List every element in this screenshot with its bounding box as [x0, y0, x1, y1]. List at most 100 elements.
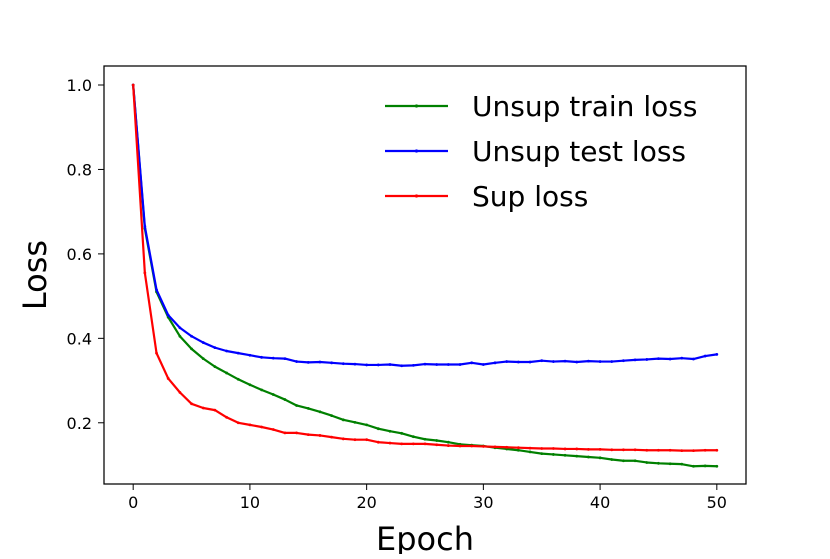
data-point — [190, 347, 193, 351]
legend-marker — [414, 194, 419, 198]
data-point — [236, 421, 240, 425]
data-point — [680, 462, 684, 466]
data-point — [610, 458, 614, 461]
data-point — [633, 358, 637, 362]
data-point — [703, 448, 707, 452]
data-point — [225, 371, 228, 375]
data-point — [213, 408, 217, 412]
data-point — [493, 445, 497, 449]
data-point — [178, 326, 182, 330]
data-point — [470, 444, 474, 448]
data-point — [283, 398, 287, 401]
data-point — [271, 428, 275, 431]
data-point — [295, 360, 298, 363]
data-point — [388, 363, 392, 366]
data-point — [610, 448, 614, 452]
data-point — [330, 361, 334, 365]
series-group — [131, 83, 719, 468]
data-point — [622, 459, 625, 463]
data-point — [411, 363, 415, 367]
data-point — [540, 452, 544, 455]
data-point — [715, 448, 719, 452]
y-axis-ticks: 0.2 0.4 0.6 0.8 1.0 — [67, 76, 104, 433]
data-point — [341, 418, 345, 422]
data-point — [271, 393, 275, 396]
data-point — [388, 429, 392, 433]
data-point — [516, 446, 520, 450]
data-point — [295, 431, 298, 435]
data-point — [692, 449, 695, 453]
data-point — [236, 351, 240, 355]
data-point — [318, 410, 322, 414]
data-point — [516, 448, 520, 452]
data-point — [645, 358, 649, 361]
data-point — [400, 442, 404, 446]
data-point — [458, 444, 462, 448]
data-point — [540, 359, 544, 363]
data-point — [657, 461, 660, 465]
data-point — [365, 438, 369, 442]
data-point — [493, 361, 497, 365]
data-point — [505, 360, 509, 363]
data-point — [306, 361, 310, 364]
data-point — [376, 440, 380, 444]
data-point — [201, 406, 205, 410]
data-point — [470, 361, 474, 365]
data-point — [633, 448, 637, 452]
y-tick-label: 1.0 — [67, 76, 92, 95]
data-point — [505, 445, 509, 449]
data-point — [248, 423, 252, 427]
data-point — [692, 357, 695, 361]
data-point — [248, 353, 252, 357]
data-point — [353, 438, 357, 442]
data-point — [703, 354, 707, 358]
data-point — [423, 442, 427, 446]
data-point — [318, 434, 322, 437]
data-point — [411, 442, 415, 446]
data-point — [330, 414, 334, 417]
data-point — [400, 431, 404, 435]
data-point — [411, 435, 415, 439]
data-point — [213, 346, 217, 350]
data-point — [423, 362, 427, 366]
data-point — [260, 355, 263, 359]
data-point — [306, 433, 310, 436]
data-point — [201, 357, 205, 360]
data-point — [528, 450, 532, 454]
data-point — [271, 356, 275, 360]
data-point — [598, 447, 602, 451]
data-point — [552, 447, 555, 450]
data-point — [365, 363, 369, 367]
y-tick-label: 0.4 — [67, 329, 92, 348]
data-point — [587, 447, 590, 451]
data-point — [295, 404, 298, 407]
data-point — [143, 225, 147, 228]
data-point — [446, 363, 450, 366]
data-point — [540, 447, 544, 450]
data-point — [598, 456, 602, 460]
data-point — [657, 448, 660, 452]
legend-label: Unsup train loss — [472, 90, 697, 123]
y-tick-label: 0.6 — [67, 245, 92, 264]
data-point — [563, 453, 567, 457]
data-point — [575, 447, 579, 451]
data-point — [225, 415, 228, 419]
data-point — [668, 448, 672, 452]
x-tick-label: 50 — [707, 493, 727, 512]
x-tick-label: 20 — [356, 493, 376, 512]
data-point — [376, 363, 380, 367]
data-point — [341, 362, 345, 366]
data-point — [598, 360, 602, 363]
data-point — [435, 363, 439, 366]
legend-marker — [414, 104, 419, 108]
data-point — [306, 407, 310, 410]
data-point — [680, 356, 684, 360]
data-point — [668, 357, 672, 361]
data-point — [435, 443, 439, 447]
data-point — [423, 437, 427, 441]
data-point — [645, 448, 649, 452]
y-axis-label: Loss — [16, 240, 54, 310]
y-tick-label: 0.8 — [67, 160, 92, 179]
